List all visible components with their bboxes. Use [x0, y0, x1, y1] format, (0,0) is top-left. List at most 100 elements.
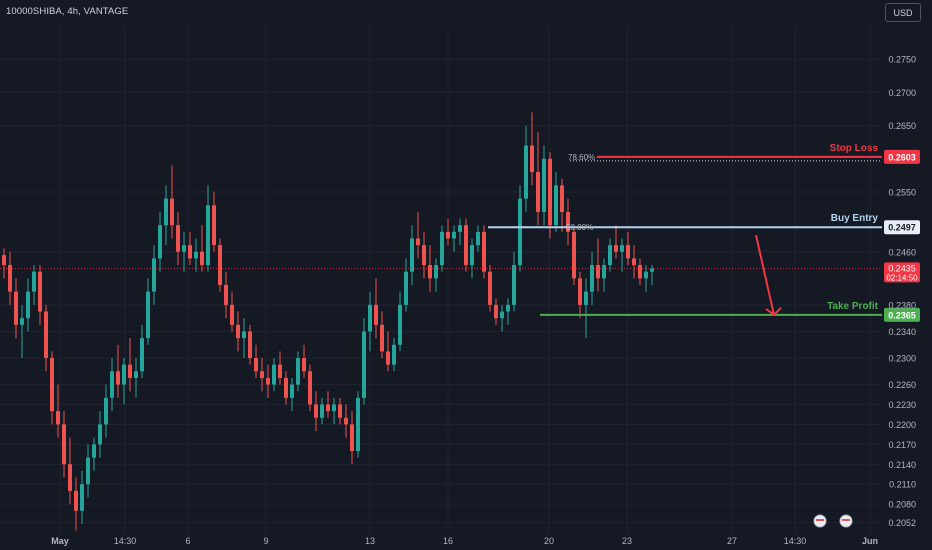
current-price-tag	[884, 262, 920, 283]
current-price-label: 0.2435	[888, 263, 916, 273]
candle-body	[506, 304, 510, 312]
candle-body	[596, 265, 600, 279]
candle-body	[584, 291, 588, 305]
candle-body	[476, 231, 480, 246]
candle-body	[254, 358, 258, 372]
x-tick-label: 6	[185, 536, 190, 546]
candle-body	[146, 291, 150, 339]
candle-body	[200, 251, 204, 266]
candle-body	[626, 245, 630, 259]
stop-loss-price-label: 0.2603	[888, 152, 916, 162]
candle-body	[482, 231, 486, 272]
candle-body	[56, 411, 60, 425]
candle-body	[488, 271, 492, 305]
candle-body	[440, 231, 444, 266]
x-tick-label: 23	[622, 536, 632, 546]
candle-body	[368, 304, 372, 332]
candle-body	[410, 238, 414, 272]
candle-body	[104, 397, 108, 425]
candle-body	[548, 158, 552, 226]
symbol-title: 10000SHIBA, 4h, VANTAGE	[6, 6, 129, 17]
y-tick-label: 0.2200	[888, 420, 916, 430]
candle-body	[158, 225, 162, 259]
candle-body	[32, 271, 36, 292]
candle-body	[242, 331, 246, 339]
candle-body	[428, 265, 432, 279]
candle-body	[272, 364, 276, 385]
candle-body	[86, 457, 90, 485]
candle-body	[332, 404, 336, 412]
candle-body	[464, 225, 468, 266]
candle-body	[302, 358, 306, 372]
y-tick-label: 0.2052	[888, 518, 916, 528]
y-tick-label: 0.2300	[888, 354, 916, 364]
fib-label: 78.60%	[568, 153, 595, 162]
candle-body	[98, 424, 102, 445]
candle-body	[50, 358, 54, 412]
candle-body	[62, 424, 66, 465]
y-tick-label: 0.2110	[889, 480, 916, 490]
x-tick-label: 13	[365, 536, 375, 546]
y-tick-label: 0.2650	[888, 121, 916, 131]
candle-body	[128, 364, 132, 378]
currency-button[interactable]: USD	[885, 3, 921, 22]
candle-body	[386, 351, 390, 365]
candle-body	[356, 397, 360, 451]
candle-body	[422, 245, 426, 266]
candle-body	[116, 371, 120, 385]
candle-body	[566, 211, 570, 232]
y-tick-label: 0.2550	[888, 188, 916, 198]
candle-body	[80, 484, 84, 511]
candle-body	[362, 331, 366, 398]
candle-body	[278, 364, 282, 378]
candle-body	[614, 245, 618, 252]
candle-series	[2, 112, 654, 531]
price-levels: Stop Loss 0.2603 Buy Entry 0.2497 Take Profi…	[0, 143, 920, 322]
candle-body	[602, 265, 606, 279]
candle-body	[188, 245, 192, 259]
candle-body	[260, 371, 264, 378]
candle-body	[530, 145, 534, 173]
candle-body	[8, 265, 12, 292]
candle-body	[344, 417, 348, 425]
candle-body	[2, 255, 6, 266]
candle-body	[74, 490, 78, 511]
x-tick-label: 9	[263, 536, 268, 546]
x-tick-label: May	[51, 536, 69, 546]
candle-body	[632, 258, 636, 266]
candle-body	[542, 158, 546, 212]
candle-body	[536, 172, 540, 212]
y-tick-label: 0.2260	[888, 380, 916, 390]
candle-body	[392, 344, 396, 365]
candle-body	[524, 145, 528, 199]
candle-body	[560, 185, 564, 212]
candle-body	[218, 245, 222, 285]
event-flag-stripe	[816, 519, 824, 521]
candle-body	[176, 225, 180, 252]
candle-body	[122, 364, 126, 385]
candle-body	[434, 265, 438, 279]
candle-body	[194, 251, 198, 259]
y-tick-label: 0.2140	[888, 460, 916, 470]
candle-body	[638, 265, 642, 279]
candle-body	[380, 324, 384, 352]
candle-body	[212, 205, 216, 246]
candle-body	[38, 271, 42, 312]
countdown-label: 02:14:50	[886, 273, 918, 282]
y-tick-label: 0.2080	[888, 500, 916, 510]
candle-body	[320, 404, 324, 418]
candle-body	[26, 291, 30, 319]
candle-body	[248, 331, 252, 359]
candle-body	[134, 371, 138, 378]
candle-body	[170, 198, 174, 226]
candle-body	[296, 358, 300, 385]
candle-body	[494, 304, 498, 319]
candle-body	[68, 464, 72, 491]
buy-entry-price-label: 0.2497	[888, 223, 916, 233]
candle-body	[314, 404, 318, 418]
x-tick-label: Jun	[862, 536, 878, 546]
candle-body	[206, 205, 210, 266]
candle-body	[338, 404, 342, 418]
